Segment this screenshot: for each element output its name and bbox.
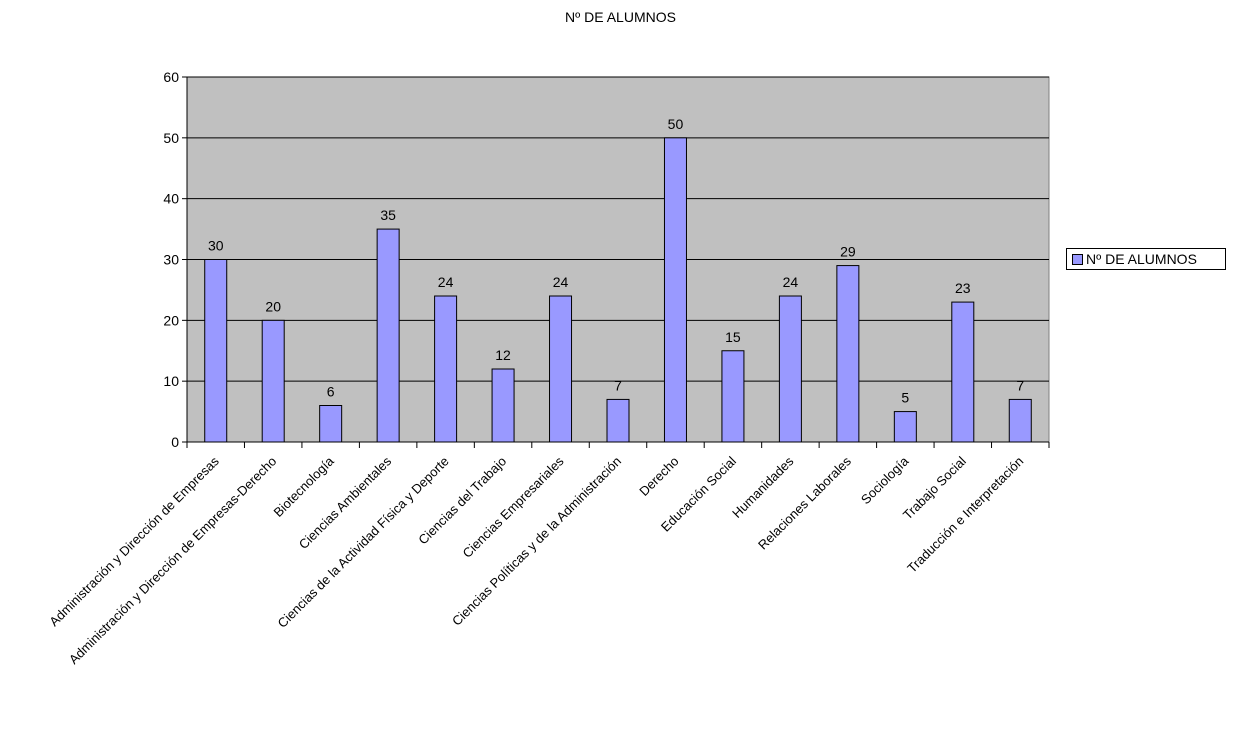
bar [491, 368, 515, 443]
y-tick-label: 10 [163, 373, 179, 389]
x-tick-label: Ciencias Empresariales [459, 453, 567, 561]
bar [893, 411, 917, 443]
bar [549, 295, 573, 443]
x-tick-label: Sociología [858, 453, 912, 507]
data-labels: 30 20 6 35 24 12 24 7 50 15 24 29 5 23 7 [208, 116, 1024, 406]
data-label: 7 [1016, 377, 1024, 393]
legend-swatch [1072, 253, 1083, 265]
y-tick-labels: 0 10 20 30 40 50 60 [163, 69, 179, 450]
data-label: 24 [553, 274, 569, 290]
bar [951, 301, 975, 443]
data-label: 15 [725, 329, 741, 345]
bar [606, 398, 630, 443]
data-label: 24 [783, 274, 799, 290]
data-label: 7 [614, 377, 622, 393]
x-tick-labels: Administración y Dirección de EmpresasAd… [46, 453, 1026, 667]
x-tick-label: Derecho [636, 454, 681, 499]
data-label: 5 [901, 390, 909, 406]
bar [663, 137, 687, 443]
data-label: 24 [438, 274, 454, 290]
bar [204, 259, 228, 443]
data-label: 6 [327, 384, 335, 400]
data-label: 20 [265, 298, 281, 314]
bar [261, 319, 285, 443]
legend-label: Nº DE ALUMNOS [1086, 251, 1197, 267]
y-tick-label: 30 [163, 252, 179, 268]
y-tick-label: 60 [163, 69, 179, 85]
data-label: 50 [668, 116, 684, 132]
gridlines [187, 76, 1049, 382]
bar [319, 405, 343, 443]
axes [182, 76, 1050, 448]
y-tick-label: 40 [163, 191, 179, 207]
data-label: 12 [495, 347, 511, 363]
bar [1008, 398, 1032, 443]
legend: Nº DE ALUMNOS [1066, 248, 1226, 270]
chart-title: Nº DE ALUMNOS [565, 9, 676, 25]
data-label: 23 [955, 280, 971, 296]
y-tick-label: 50 [163, 130, 179, 146]
data-label: 30 [208, 238, 224, 254]
x-tick-label: Traducción e Interpretación [904, 454, 1026, 576]
bar [836, 265, 860, 443]
bar [778, 295, 802, 443]
y-tick-label: 20 [163, 312, 179, 328]
data-label: 35 [380, 207, 396, 223]
data-label: 29 [840, 244, 856, 260]
bar [434, 295, 458, 443]
x-tick-label: Administración y Dirección de Empresas-D… [66, 454, 279, 667]
y-tick-label: 0 [171, 434, 179, 450]
bar [376, 228, 400, 443]
bar [721, 350, 745, 443]
x-tick-label: Relaciones Laborales [755, 453, 854, 552]
